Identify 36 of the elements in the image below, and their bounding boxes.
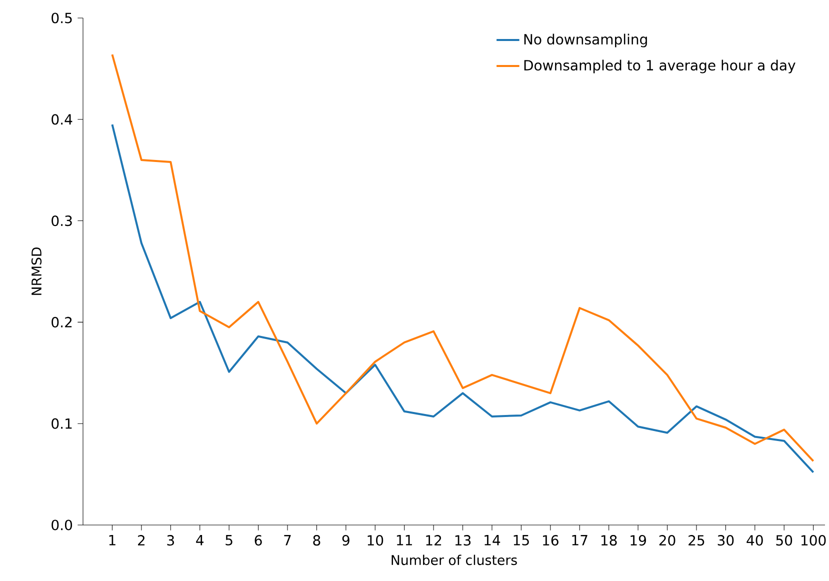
x-tick-label: 18 — [601, 535, 617, 546]
legend-label: Downsampled to 1 average hour a day — [524, 60, 796, 74]
y-tick-label: 0.4 — [52, 114, 72, 125]
legend-label: No downsampling — [524, 34, 647, 48]
x-tick-label: 16 — [543, 535, 558, 546]
x-tick-label: 6 — [254, 535, 262, 546]
x-tick-label: 7 — [284, 535, 291, 546]
x-tick-label: 9 — [342, 535, 350, 546]
x-tick-label: 1 — [109, 535, 116, 546]
x-axis-title: Number of clusters — [392, 554, 517, 566]
x-tick-label: 19 — [630, 535, 646, 546]
x-tick-label: 5 — [226, 535, 232, 546]
x-tick-label: 15 — [514, 535, 529, 546]
x-tick-label: 4 — [196, 535, 204, 546]
line-series — [111, 123, 814, 474]
y-tick-label: 0.1 — [52, 418, 72, 429]
x-tick-label: 11 — [396, 535, 412, 546]
x-tick-label: 10 — [368, 535, 384, 546]
x-tick-label: 14 — [484, 535, 500, 546]
x-tick-label: 13 — [455, 535, 471, 546]
x-tick-label: 8 — [313, 535, 320, 546]
x-tick-label: 2 — [138, 535, 144, 546]
x-tick-label: 17 — [572, 535, 588, 546]
y-tick-label: 0.3 — [52, 215, 72, 226]
y-tick-label: 0.2 — [52, 316, 72, 328]
x-tick-label: 12 — [426, 535, 442, 546]
x-tick-label: 50 — [776, 535, 792, 546]
y-tick-label: 0.0 — [52, 520, 72, 530]
x-tick-label: 20 — [659, 535, 676, 546]
x-tick-label: 30 — [718, 535, 734, 546]
x-tick-label: 25 — [688, 535, 704, 546]
x-tick-label: 40 — [746, 535, 763, 546]
y-tick-label: 0.5 — [52, 12, 72, 24]
x-tick-label: 100 — [801, 535, 826, 546]
x-tick-label: 3 — [167, 535, 174, 546]
y-axis-title: NRMSD — [31, 248, 42, 295]
